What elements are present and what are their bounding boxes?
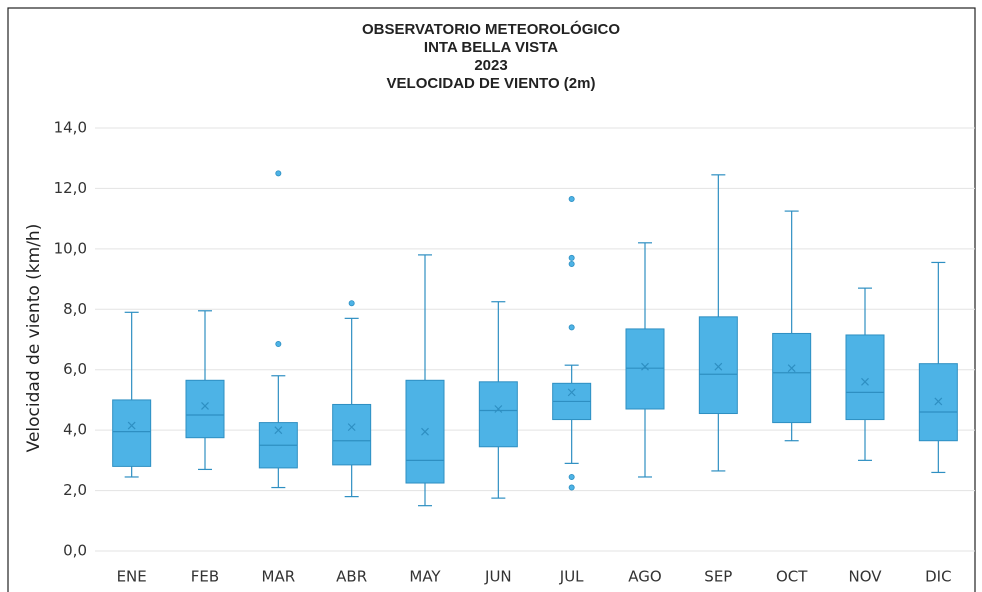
y-axis-title: Velocidad de viento (km/h) [24,224,44,453]
chart-title: OBSERVATORIO METEOROLÓGICO [362,20,620,38]
chart-title: VELOCIDAD DE VIENTO (2m) [387,75,596,92]
mean-marker [127,421,136,430]
x-tick-label: ABR [336,568,367,586]
outlier [568,260,575,267]
mean-marker [347,423,356,432]
y-tick-label: 4,0 [63,421,87,439]
y-tick-label: 12,0 [54,179,87,197]
mean-marker [201,402,209,410]
x-tick-label: FEB [191,568,219,586]
y-tick-label: 8,0 [63,300,87,318]
x-tick-label: MAR [262,568,296,586]
outlier [568,196,575,203]
mean-marker [567,388,576,397]
box [625,328,665,410]
chart-title: INTA BELLA VISTA [424,39,558,56]
box [845,334,885,421]
mean-marker [494,405,503,413]
chart-title: 2023 [474,57,507,74]
outlier [275,341,282,348]
outlier [568,324,575,331]
box [478,381,518,448]
y-tick-label: 2,0 [63,481,87,499]
x-tick-label: ENE [117,568,147,586]
mean-marker [861,377,869,386]
box [698,316,738,415]
box [112,399,152,467]
x-tick-label: OCT [776,568,808,586]
x-tick-label: DIC [925,568,951,586]
mean-marker [934,397,943,406]
outlier [568,473,575,480]
box [332,403,372,466]
box [772,332,812,424]
y-tick-label: 0,0 [63,542,87,560]
mean-marker [641,362,649,371]
outlier [568,254,575,261]
box [185,379,225,439]
y-tick-label: 10,0 [54,239,87,257]
chart-frame [7,7,976,592]
y-tick-label: 6,0 [63,360,87,378]
x-tick-label: JUN [484,568,512,586]
x-tick-label: JUL [559,568,584,586]
mean-marker [274,426,283,435]
outlier [568,484,575,491]
outlier [348,300,355,307]
x-tick-label: AGO [628,568,661,586]
mean-marker [714,362,723,371]
x-tick-label: NOV [848,568,882,586]
mean-marker [421,427,429,436]
outlier [275,170,282,177]
y-tick-label: 14,0 [54,119,87,137]
x-tick-label: MAY [409,568,441,586]
x-tick-label: SEP [704,568,732,586]
mean-marker [787,364,796,373]
